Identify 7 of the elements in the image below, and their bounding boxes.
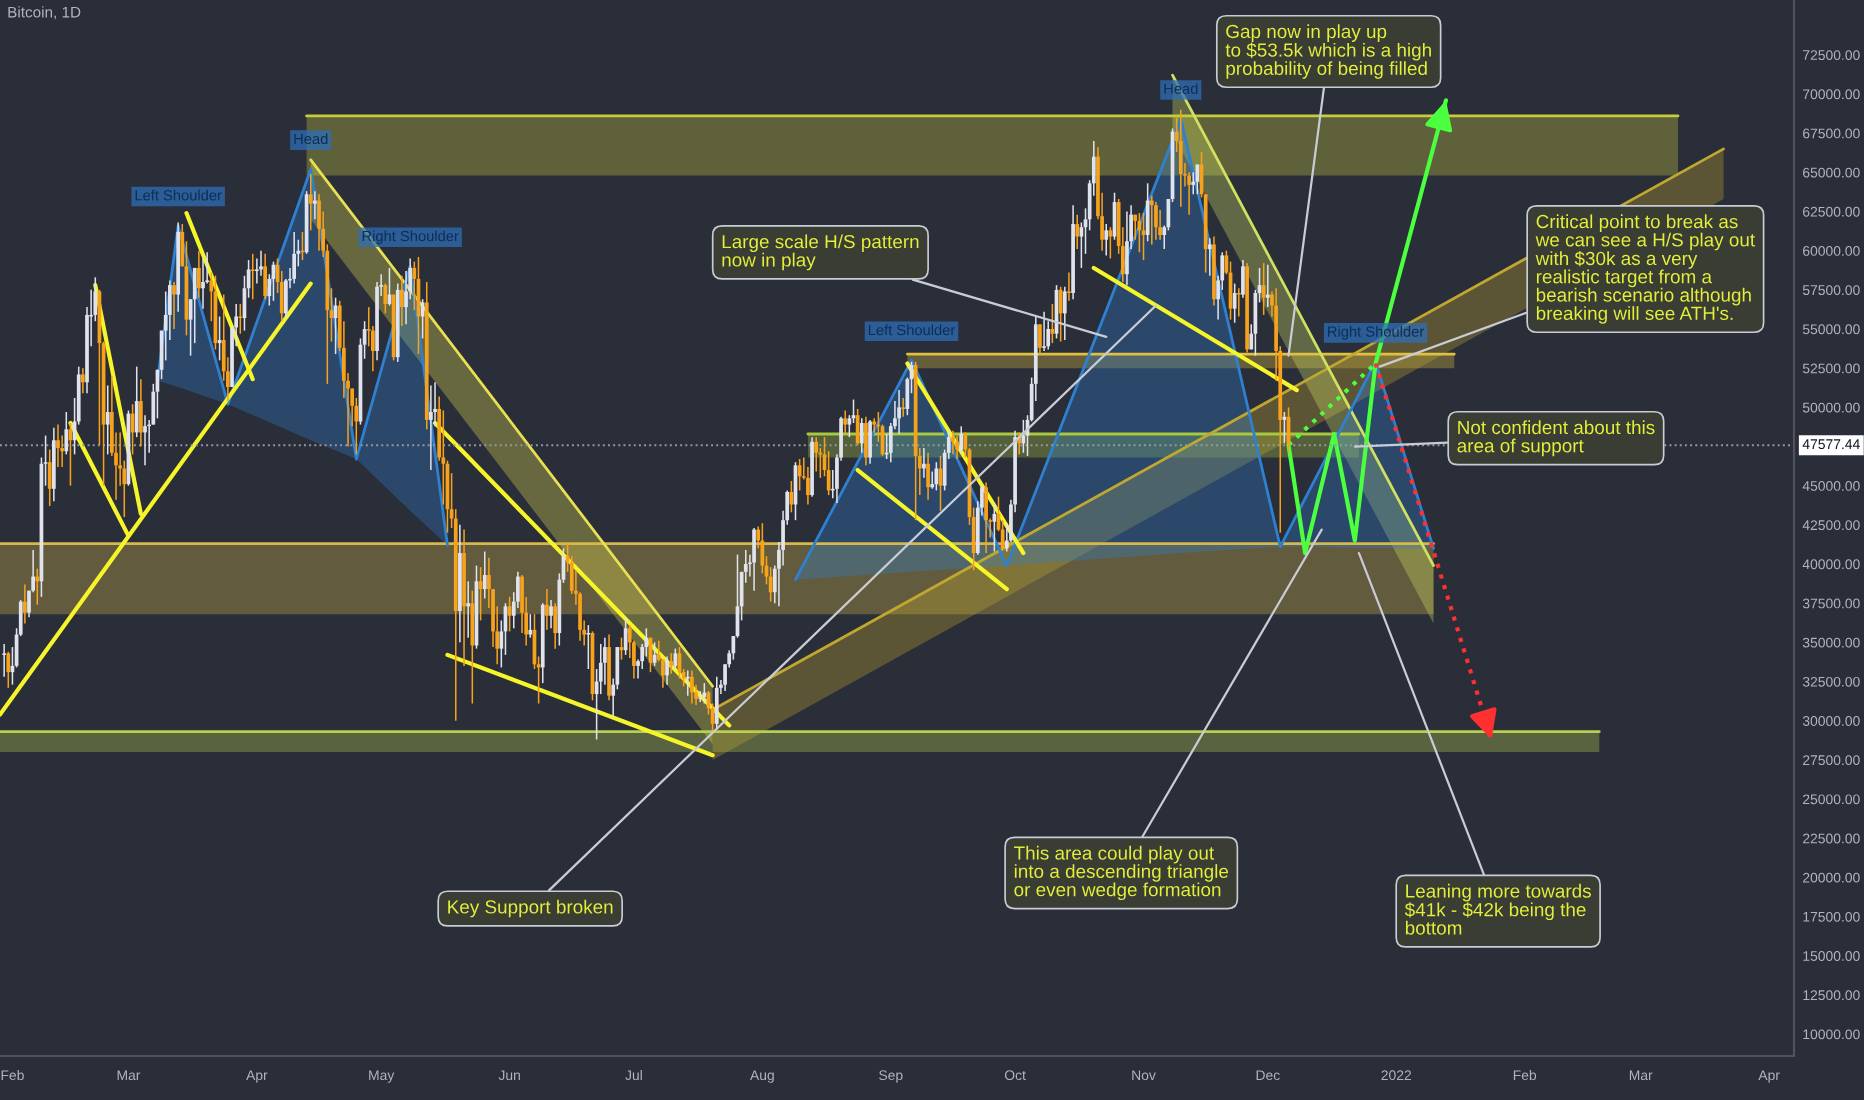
annotation: Leaning more towards $41k - $42k being the bottom [1404, 883, 1591, 935]
annotation: This area could play out into a descending triangle or even wedge formation [1014, 845, 1229, 901]
annotation: Key Support broken [448, 899, 613, 918]
annotation: Critical point to break as we can see a H/S play out with $30k as a very realistic target from a bearish scenario although breaking will see ATH's. [1535, 214, 1755, 324]
annotation: Not confident about this area of support [1457, 420, 1655, 457]
annotation: Large scale H/S pattern now in play [722, 234, 919, 271]
annotation: Gap now in play up to $53.5k which is a high probability of being filled [1225, 24, 1431, 79]
